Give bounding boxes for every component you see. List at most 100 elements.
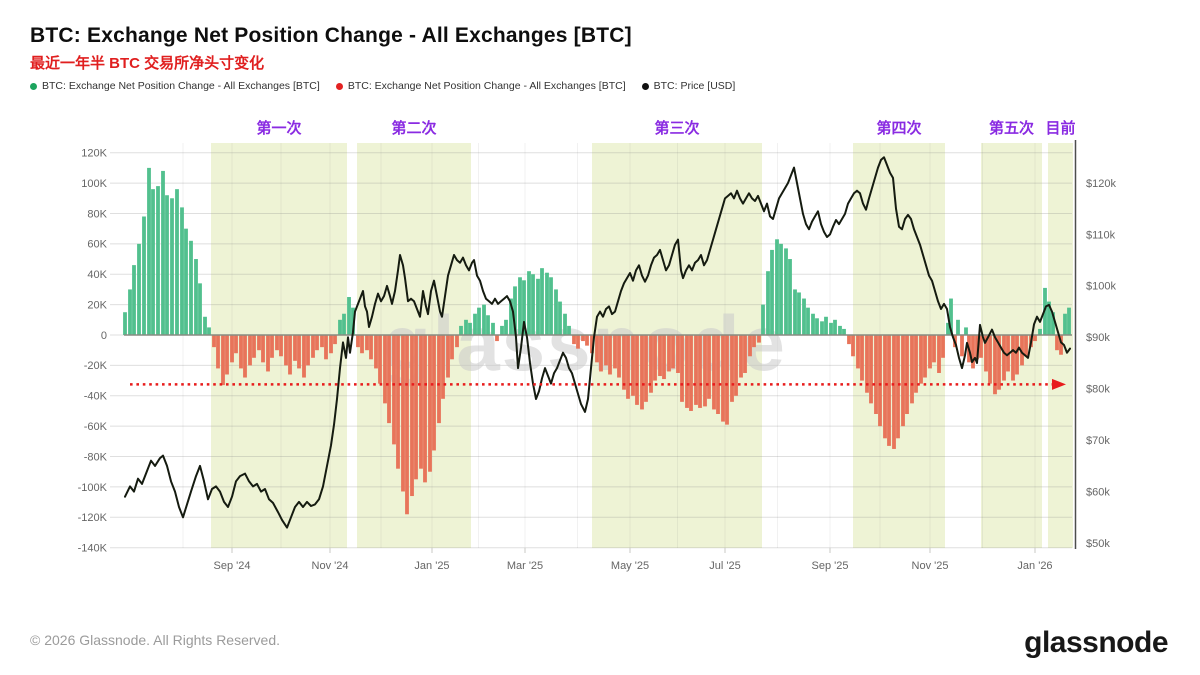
bar (1051, 312, 1055, 335)
bar (500, 325, 504, 335)
bar (184, 228, 188, 335)
chart-subtitle: 最近一年半 BTC 交易所净头寸变化 (30, 55, 265, 72)
bar (725, 335, 729, 425)
bar (1055, 335, 1059, 351)
bar (984, 335, 988, 372)
right-axis-tick-label: $50k (1086, 538, 1110, 550)
bar (225, 335, 229, 375)
bar (685, 335, 689, 408)
bar (123, 312, 127, 335)
bar (239, 335, 243, 369)
x-axis-tick-label: Nov '25 (912, 560, 949, 572)
bar (649, 335, 653, 393)
bar (671, 335, 675, 369)
right-axis-tick-label: $70k (1086, 435, 1110, 447)
bar (464, 319, 468, 335)
bar (797, 292, 801, 335)
bar (288, 335, 292, 375)
x-axis-tick-label: Jan '25 (414, 560, 449, 572)
bar (324, 335, 328, 360)
left-axis-tick-label: -100K (78, 482, 108, 494)
bar (676, 335, 680, 373)
bar (194, 259, 198, 335)
x-axis-tick-label: Sep '24 (214, 560, 251, 572)
bar (207, 327, 211, 335)
left-axis-tick-label: -40K (84, 391, 108, 403)
bar (721, 335, 725, 422)
bar (545, 272, 549, 335)
bar (468, 322, 472, 335)
bar (608, 335, 612, 375)
bar (680, 335, 684, 402)
bar (788, 259, 792, 335)
bar (988, 335, 992, 384)
bar (689, 335, 693, 411)
bar (536, 278, 540, 335)
bar (856, 335, 860, 369)
bar (910, 335, 914, 404)
legend-item-net-position-positive[interactable]: BTC: Exchange Net Position Change - All … (30, 80, 320, 92)
bar (949, 298, 953, 335)
bar (595, 335, 599, 363)
bar (180, 207, 184, 335)
bar (1047, 301, 1051, 335)
bar (455, 335, 459, 348)
legend-label: BTC: Exchange Net Position Change - All … (42, 80, 320, 92)
bar (617, 335, 621, 378)
bar (572, 335, 576, 345)
left-axis-tick-label: 60K (87, 239, 107, 251)
bar (975, 335, 979, 360)
bar (878, 335, 882, 427)
bar (631, 335, 635, 396)
bar (437, 335, 441, 424)
bar (829, 322, 833, 335)
bar (491, 322, 495, 335)
bar (347, 297, 351, 335)
bar (585, 335, 589, 346)
bar (203, 316, 207, 335)
bar (802, 298, 806, 335)
copyright-text: © 2026 Glassnode. All Rights Reserved. (30, 632, 281, 648)
bar (473, 313, 477, 335)
bar (806, 307, 810, 335)
bar (423, 335, 427, 483)
x-axis-tick-label: Jan '26 (1017, 560, 1052, 572)
annotation-label: 目前 (1045, 119, 1075, 137)
bar (147, 167, 151, 335)
bar (775, 239, 779, 335)
bar (865, 335, 869, 393)
left-axis-tick-label: -20K (84, 360, 108, 372)
bar (243, 335, 247, 378)
annotation-label: 第二次 (391, 119, 436, 137)
bar (640, 335, 644, 410)
bar (540, 268, 544, 335)
bar (937, 335, 941, 373)
bar (257, 335, 261, 351)
legend-label: BTC: Price [USD] (653, 80, 736, 92)
bar (653, 335, 657, 381)
bar (527, 271, 531, 335)
bar (504, 319, 508, 335)
legend-item-price[interactable]: BTC: Price [USD] (641, 80, 736, 92)
left-axis-tick-label: 0 (101, 330, 107, 342)
bar (901, 335, 905, 427)
bar (815, 318, 819, 335)
bar (604, 335, 608, 366)
bar (964, 327, 968, 335)
bar (387, 335, 391, 424)
bar (838, 325, 842, 335)
left-axis-tick-label: -120K (78, 512, 108, 524)
bar (369, 335, 373, 360)
bar (567, 325, 571, 335)
bar (946, 322, 950, 335)
bar (905, 335, 909, 414)
x-axis-tick-label: Sep '25 (812, 560, 849, 572)
legend-item-net-position-negative[interactable]: BTC: Exchange Net Position Change - All … (335, 80, 626, 92)
right-axis-tick-label: $120k (1086, 178, 1116, 190)
annotation-label: 第三次 (654, 119, 699, 137)
bar (360, 335, 364, 354)
bar (971, 335, 975, 369)
bar (847, 335, 851, 345)
bar (887, 335, 891, 446)
